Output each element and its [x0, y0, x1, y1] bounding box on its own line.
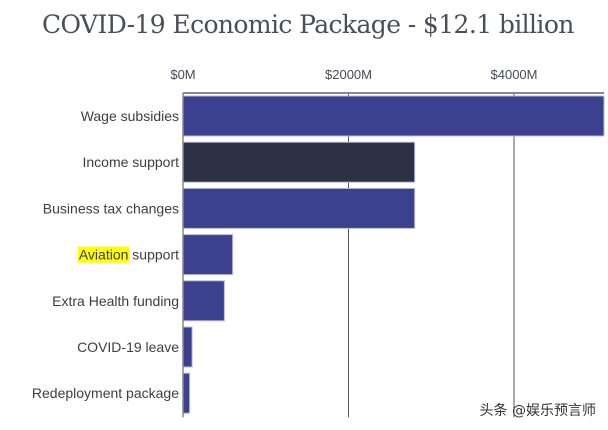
x-tick-label: $4000M: [491, 67, 538, 82]
category-label: Income support: [83, 154, 180, 170]
x-tick-label: $0M: [170, 67, 195, 82]
watermark: 头条 @娱乐预言师: [479, 403, 596, 419]
category-label: Business tax changes: [43, 200, 179, 216]
bar-wage-subsidies: [182, 95, 605, 137]
highlight-box: [77, 246, 130, 263]
bar-business-tax-changes: [182, 187, 416, 229]
bar-redeployment-package: [182, 372, 191, 414]
category-label: Aviation support: [79, 247, 179, 263]
bar-aviation-support: [182, 234, 234, 276]
category-label: Wage subsidies: [81, 108, 179, 124]
category-label: Redeployment package: [32, 385, 179, 401]
bar-covid-19-leave: [182, 326, 193, 368]
category-label: Extra Health funding: [52, 293, 179, 309]
chart-title: COVID-19 Economic Package - $12.1 billio…: [42, 10, 574, 39]
highlighted-word: Aviation: [79, 247, 129, 263]
x-tick-label: $2000M: [325, 67, 372, 82]
bar-income-support: [182, 141, 416, 183]
category-label: COVID-19 leave: [77, 339, 179, 355]
bar-extra-health-funding: [182, 280, 225, 322]
